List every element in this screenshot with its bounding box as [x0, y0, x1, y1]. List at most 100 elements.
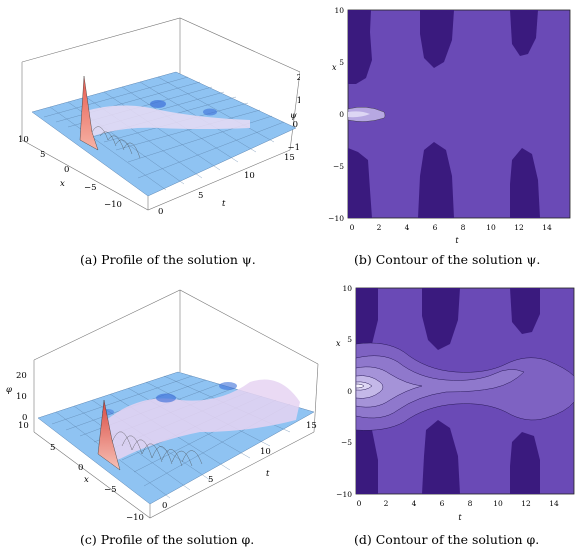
svg-text:−10: −10 — [104, 200, 122, 210]
svg-text:ψ: ψ — [290, 111, 297, 121]
svg-text:8: 8 — [461, 223, 466, 232]
svg-text:5: 5 — [208, 475, 213, 485]
x-axis: 0 2 4 6 8 10 12 14 — [357, 499, 559, 508]
svg-text:14: 14 — [542, 223, 552, 232]
svg-text:10: 10 — [493, 499, 503, 508]
contour-plot-phi: 10 5 0 −5 −10 x 0 2 4 6 8 10 12 14 t — [336, 284, 575, 522]
svg-text:−10: −10 — [126, 513, 144, 523]
bounding-box-front — [33, 431, 315, 519]
svg-text:5: 5 — [347, 335, 352, 344]
svg-text:20: 20 — [16, 371, 27, 381]
dip-1 — [156, 393, 176, 403]
svg-text:14: 14 — [549, 499, 559, 508]
dip-2 — [219, 382, 237, 390]
dip-2 — [203, 108, 217, 116]
surface-base — [31, 71, 297, 197]
svg-text:10: 10 — [260, 447, 271, 457]
y-axis: 10 5 0 −5 −10 — [328, 6, 344, 223]
svg-text:−10: −10 — [336, 490, 352, 499]
caption-a: (a) Profile of the solution ψ. — [80, 252, 256, 267]
svg-text:−10: −10 — [328, 214, 344, 223]
surface-plot-phi: 20 10 0 φ 10 5 0 −5 −10 x 0 5 10 15 t — [6, 289, 319, 523]
svg-text:10: 10 — [486, 223, 496, 232]
svg-text:10: 10 — [18, 421, 29, 431]
z-axis: 2 1 0 −1 ψ — [287, 73, 300, 153]
caption-d: (d) Contour of the solution φ. — [354, 532, 540, 547]
svg-text:1: 1 — [297, 96, 300, 106]
svg-text:0: 0 — [350, 223, 355, 232]
svg-text:8: 8 — [468, 499, 473, 508]
svg-text:x: x — [84, 475, 89, 485]
svg-text:0: 0 — [293, 120, 298, 130]
svg-text:0: 0 — [22, 413, 27, 423]
svg-text:t: t — [266, 469, 270, 479]
svg-text:2: 2 — [384, 499, 389, 508]
x-axis-label: t — [458, 513, 462, 522]
figure-a-profile-psi: 2 1 0 −1 ψ 10 5 0 −5 −10 x 0 5 10 15 t — [0, 0, 300, 240]
surface-ridge — [104, 379, 300, 464]
svg-text:10: 10 — [18, 135, 29, 145]
svg-text:5: 5 — [50, 443, 55, 453]
svg-text:0: 0 — [357, 499, 362, 508]
contour-dark-regions — [348, 10, 540, 218]
svg-text:2: 2 — [377, 223, 382, 232]
figure-d-contour-phi: 10 5 0 −5 −10 x 0 2 4 6 8 10 12 14 t — [326, 280, 581, 526]
surface-ridge — [82, 105, 250, 138]
surface-plot-psi: 2 1 0 −1 ψ 10 5 0 −5 −10 x 0 5 10 15 t — [18, 17, 300, 217]
contour-dark-regions — [356, 288, 540, 494]
svg-text:−5: −5 — [84, 183, 97, 193]
caption-c: (c) Profile of the solution φ. — [80, 532, 255, 547]
ridge-curves — [91, 126, 141, 159]
svg-text:15: 15 — [284, 153, 295, 163]
svg-text:φ: φ — [6, 385, 12, 395]
svg-text:5: 5 — [198, 191, 203, 201]
svg-text:0: 0 — [158, 207, 163, 217]
y-axis-label: x — [332, 63, 337, 72]
svg-text:t: t — [222, 199, 226, 209]
svg-text:−5: −5 — [333, 162, 344, 171]
dip-1 — [150, 100, 166, 108]
x-axis-label: t — [455, 236, 459, 245]
x-axis: 10 5 0 −5 −10 x — [18, 421, 144, 523]
figure-b-contour-psi: 10 5 0 −5 −10 x 0 2 4 6 8 10 12 14 t — [326, 0, 581, 248]
contour-center-core — [348, 111, 370, 118]
svg-text:x: x — [60, 179, 65, 189]
surface-peak — [97, 399, 121, 471]
y-axis: 10 5 0 −5 −10 — [336, 284, 352, 499]
contour-bands — [355, 342, 575, 431]
svg-text:6: 6 — [440, 499, 445, 508]
svg-text:10: 10 — [334, 6, 344, 15]
bounding-box-front — [21, 139, 291, 211]
svg-text:2: 2 — [297, 73, 300, 83]
svg-text:10: 10 — [244, 171, 255, 181]
x-axis: 10 5 0 −5 −10 x — [18, 135, 122, 210]
svg-text:0: 0 — [347, 387, 352, 396]
z-axis: 20 10 0 φ — [6, 371, 27, 423]
caption-b: (b) Contour of the solution ψ. — [354, 252, 541, 267]
svg-text:15: 15 — [306, 421, 317, 431]
ridge-curves — [111, 431, 203, 467]
svg-text:5: 5 — [40, 150, 45, 160]
t-axis: 0 5 10 15 t — [158, 153, 295, 217]
svg-text:4: 4 — [405, 223, 410, 232]
y-axis-label: x — [336, 339, 341, 348]
svg-text:−5: −5 — [341, 438, 352, 447]
figure-c-profile-phi: 20 10 0 φ 10 5 0 −5 −10 x 0 5 10 15 t — [0, 282, 320, 524]
svg-text:12: 12 — [521, 499, 531, 508]
x-axis: 0 2 4 6 8 10 12 14 — [350, 223, 552, 232]
contour-plot-psi: 10 5 0 −5 −10 x 0 2 4 6 8 10 12 14 t — [328, 6, 571, 245]
svg-text:12: 12 — [514, 223, 524, 232]
svg-text:−1: −1 — [287, 143, 300, 153]
svg-text:0: 0 — [162, 501, 167, 511]
svg-text:10: 10 — [16, 392, 27, 402]
bounding-box — [33, 289, 319, 433]
svg-text:6: 6 — [433, 223, 438, 232]
svg-text:10: 10 — [342, 284, 352, 293]
svg-text:0: 0 — [64, 165, 69, 175]
svg-text:5: 5 — [339, 58, 344, 67]
svg-text:−5: −5 — [104, 485, 117, 495]
svg-text:0: 0 — [339, 110, 344, 119]
t-axis: 0 5 10 15 t — [162, 421, 317, 511]
svg-text:0: 0 — [78, 463, 83, 473]
svg-text:4: 4 — [412, 499, 417, 508]
